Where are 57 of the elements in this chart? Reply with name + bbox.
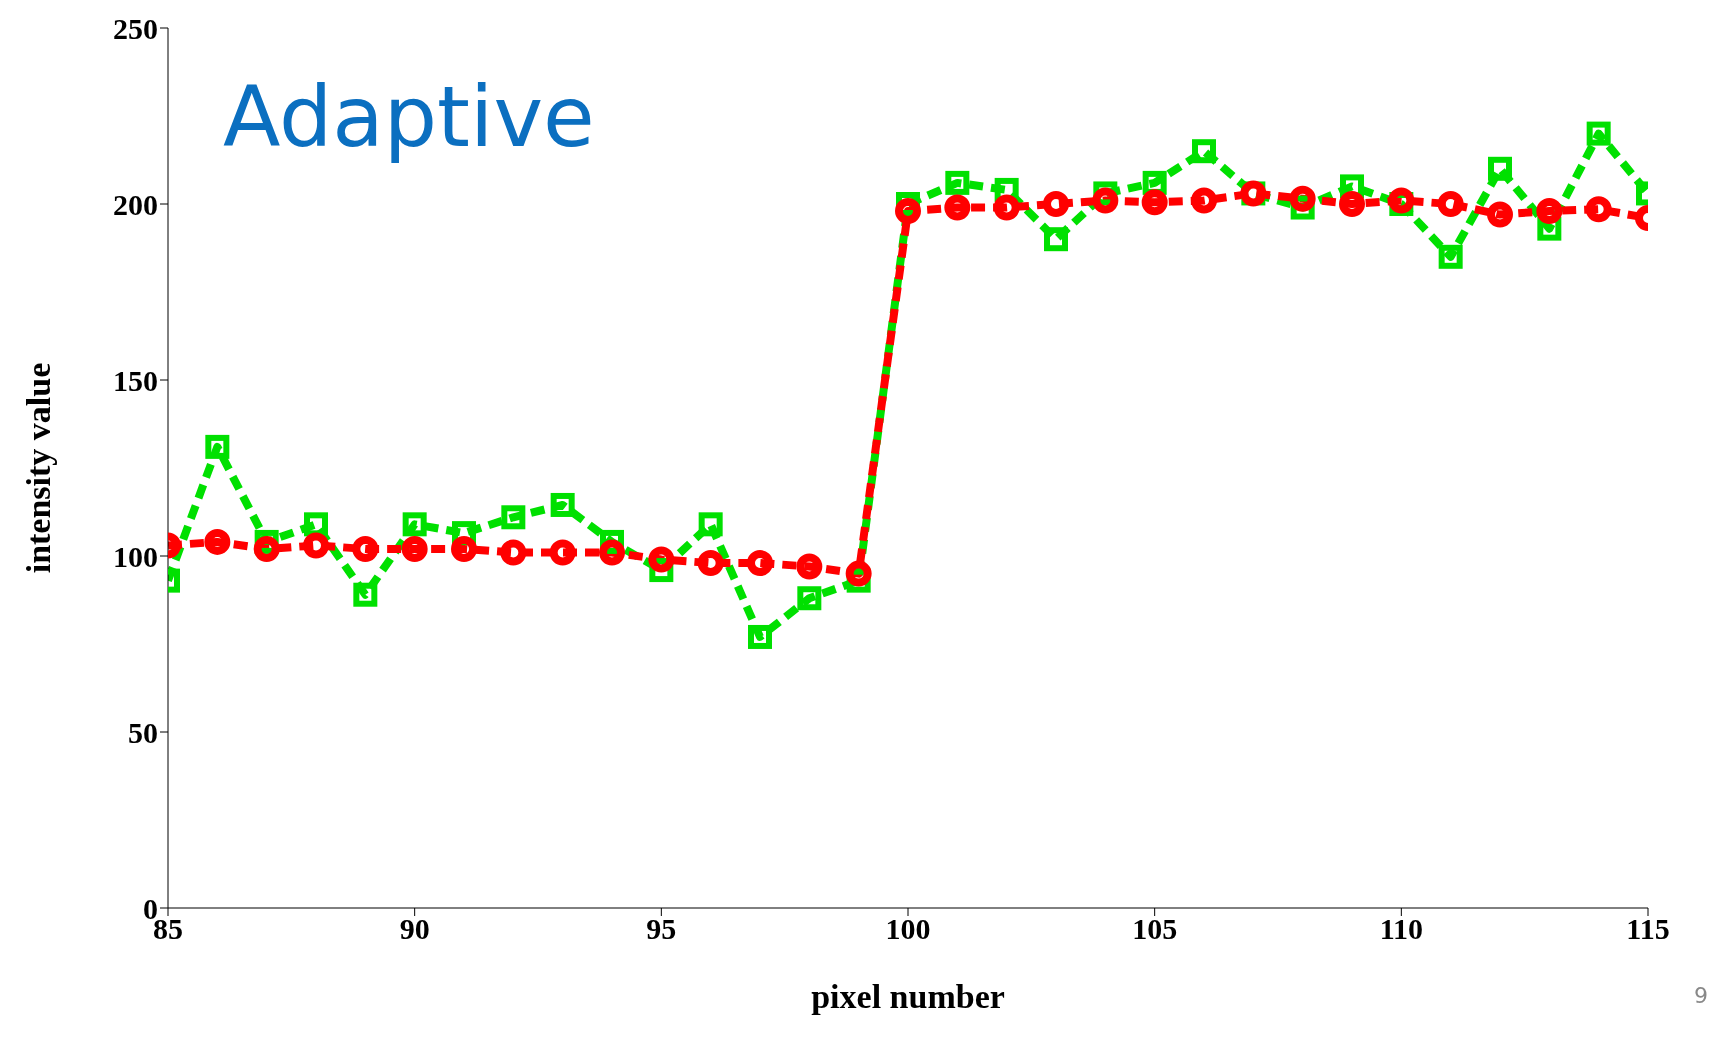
point: [944, 194, 971, 221]
x-tick-label: 90: [399, 912, 430, 946]
point: [697, 550, 724, 577]
point: [1289, 185, 1316, 212]
point: [1585, 196, 1612, 223]
point: [1388, 187, 1415, 214]
point: [1192, 139, 1216, 164]
point: [352, 535, 379, 562]
point: [747, 550, 773, 577]
x-tick-label: 115: [1626, 912, 1670, 946]
point: [550, 492, 575, 517]
x-tick-label: 105: [1132, 912, 1178, 946]
point: [401, 535, 428, 562]
x-tick-label: 110: [1379, 912, 1424, 946]
point: [549, 539, 576, 566]
point: [748, 624, 772, 649]
point: [845, 560, 872, 587]
point: [501, 505, 526, 530]
point: [1438, 244, 1463, 269]
point: [1043, 191, 1069, 217]
point: [1488, 156, 1512, 181]
point: [204, 528, 231, 555]
x-tick-label: 100: [885, 912, 931, 946]
point: [796, 553, 823, 580]
y-tick-label: 250: [113, 11, 158, 45]
point: [1487, 201, 1513, 228]
point: [353, 582, 378, 607]
point: [797, 586, 822, 611]
point: [698, 512, 723, 537]
point: [1437, 191, 1464, 217]
point: [1044, 227, 1068, 252]
point: [1339, 191, 1365, 217]
text: Adaptive: [223, 68, 595, 166]
point: [303, 532, 329, 559]
point: [945, 170, 970, 195]
y-tick-label: 200: [113, 187, 158, 221]
y-tick-label: 50: [128, 715, 158, 749]
point: [253, 535, 280, 562]
point: [895, 198, 921, 225]
point: [1586, 121, 1611, 146]
point: [1536, 198, 1563, 225]
point: [993, 194, 1020, 221]
point: [500, 539, 527, 566]
y-axis-title: intensity value: [20, 362, 58, 574]
point: [1141, 189, 1168, 216]
x-axis-title: pixel number: [811, 978, 1005, 1015]
point: [599, 539, 625, 566]
x-tick-label: 95: [646, 912, 677, 946]
point: [648, 546, 675, 573]
point: [1191, 187, 1217, 214]
text: 9: [1694, 983, 1708, 1008]
point: [402, 512, 427, 537]
y-tick-label: 150: [113, 363, 158, 397]
y-tick-label: 100: [113, 539, 158, 573]
point: [205, 434, 230, 459]
point: [451, 535, 477, 562]
point: [1092, 187, 1119, 214]
